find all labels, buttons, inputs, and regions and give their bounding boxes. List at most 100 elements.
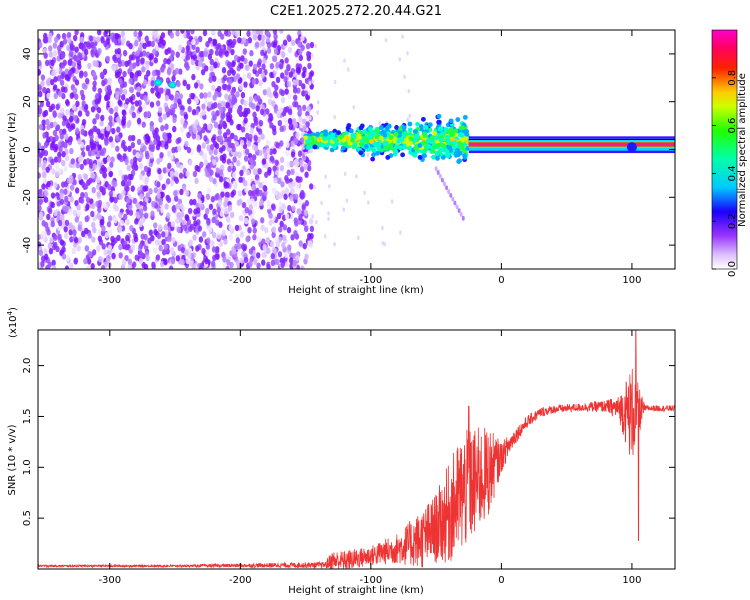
noise-blob — [93, 126, 98, 133]
noise-blob — [58, 145, 63, 153]
noise-blob — [128, 54, 134, 61]
noise-blob — [185, 64, 190, 71]
noise-blob — [101, 225, 106, 232]
noise-blob — [69, 92, 74, 99]
noise-blob — [38, 172, 41, 179]
noise-blob — [127, 258, 133, 265]
band-blob — [345, 125, 351, 131]
noise-blob — [118, 87, 123, 95]
noise-blob — [128, 96, 133, 103]
band-blob — [417, 154, 423, 160]
noise-blob — [169, 170, 174, 177]
noise-blob — [134, 254, 139, 261]
noise-blob — [207, 53, 213, 60]
noise-blob — [202, 30, 208, 37]
noise-blob — [42, 171, 47, 179]
noise-blob — [289, 161, 294, 168]
noise-blob — [43, 149, 49, 157]
noise-blob — [267, 98, 273, 105]
noise-blob — [242, 73, 247, 81]
noise-blob — [277, 251, 283, 258]
noise-blob — [149, 101, 155, 108]
noise-blob — [202, 231, 207, 238]
noise-blob — [111, 36, 116, 43]
noise-blob — [250, 218, 256, 225]
noise-blob — [220, 191, 225, 198]
noise-blob — [107, 215, 113, 222]
noise-blob — [46, 229, 51, 236]
noise-blob — [294, 193, 299, 200]
band-blob — [324, 142, 330, 148]
noise-blob — [53, 156, 59, 163]
noise-blob — [231, 248, 237, 255]
noise-blob — [135, 201, 140, 208]
band-blob — [375, 128, 381, 133]
noise-blob — [100, 128, 106, 135]
noise-blob — [245, 235, 250, 243]
noise-dot — [308, 80, 312, 86]
noise-blob — [191, 43, 196, 51]
band-blob — [456, 159, 462, 164]
noise-blob — [154, 127, 159, 134]
noise-blob — [70, 44, 76, 51]
band-blob — [432, 130, 438, 136]
noise-blob — [81, 82, 87, 90]
noise-blob — [68, 50, 74, 57]
noise-blob — [206, 165, 212, 173]
noise-blob — [91, 71, 97, 78]
noise-blob — [146, 69, 151, 77]
noise-blob — [299, 159, 304, 167]
noise-blob — [116, 153, 122, 160]
noise-blob — [105, 124, 111, 132]
noise-blob — [256, 262, 261, 269]
band-blob — [358, 150, 364, 156]
noise-blob — [107, 89, 112, 97]
noise-blob — [118, 212, 123, 219]
noise-blob — [122, 213, 128, 221]
noise-blob — [53, 209, 58, 217]
noise-blob — [247, 189, 253, 197]
noise-blob — [271, 226, 277, 233]
noise-blob — [271, 100, 276, 107]
band-blob — [309, 136, 315, 141]
noise-blob — [218, 176, 224, 183]
noise-blob — [224, 50, 229, 57]
noise-blob — [286, 161, 291, 168]
y-tick-label: 0 — [22, 146, 33, 152]
noise-blob — [287, 46, 293, 54]
noise-blob — [268, 91, 274, 99]
noise-blob — [295, 67, 301, 74]
noise-blob — [197, 225, 203, 232]
noise-blob — [181, 53, 186, 60]
noise-blob — [281, 110, 287, 117]
noise-blob — [279, 140, 284, 147]
noise-blob — [176, 212, 181, 219]
noise-blob — [92, 118, 97, 125]
noise-blob — [309, 225, 315, 233]
noise-blob — [96, 191, 101, 198]
noise-blob — [136, 138, 142, 146]
noise-blob — [77, 110, 83, 117]
noise-blob — [106, 84, 112, 92]
noise-blob — [125, 185, 130, 192]
spectrogram-x-ticks: -300 -200 -100 0 100 — [98, 30, 641, 286]
noise-blob — [129, 224, 134, 232]
tail-dot — [434, 166, 438, 172]
noise-blob — [261, 251, 266, 259]
y-tick-label: -40 — [22, 237, 33, 253]
noise-blob — [165, 178, 171, 185]
snr-multiplier-close: ) — [8, 307, 19, 311]
noise-blob — [53, 181, 58, 189]
noise-blob — [125, 98, 130, 105]
noise-blob — [103, 94, 109, 102]
y-tick-label: 2.0 — [22, 358, 33, 374]
band-blob — [432, 144, 438, 150]
band-blob — [413, 145, 418, 151]
noise-blob — [172, 116, 177, 124]
noise-blob — [231, 69, 236, 76]
noise-blob — [299, 166, 305, 173]
noise-blob — [99, 120, 104, 127]
noise-blob — [248, 260, 253, 267]
noise-blob — [244, 148, 250, 155]
noise-blob — [280, 50, 286, 58]
